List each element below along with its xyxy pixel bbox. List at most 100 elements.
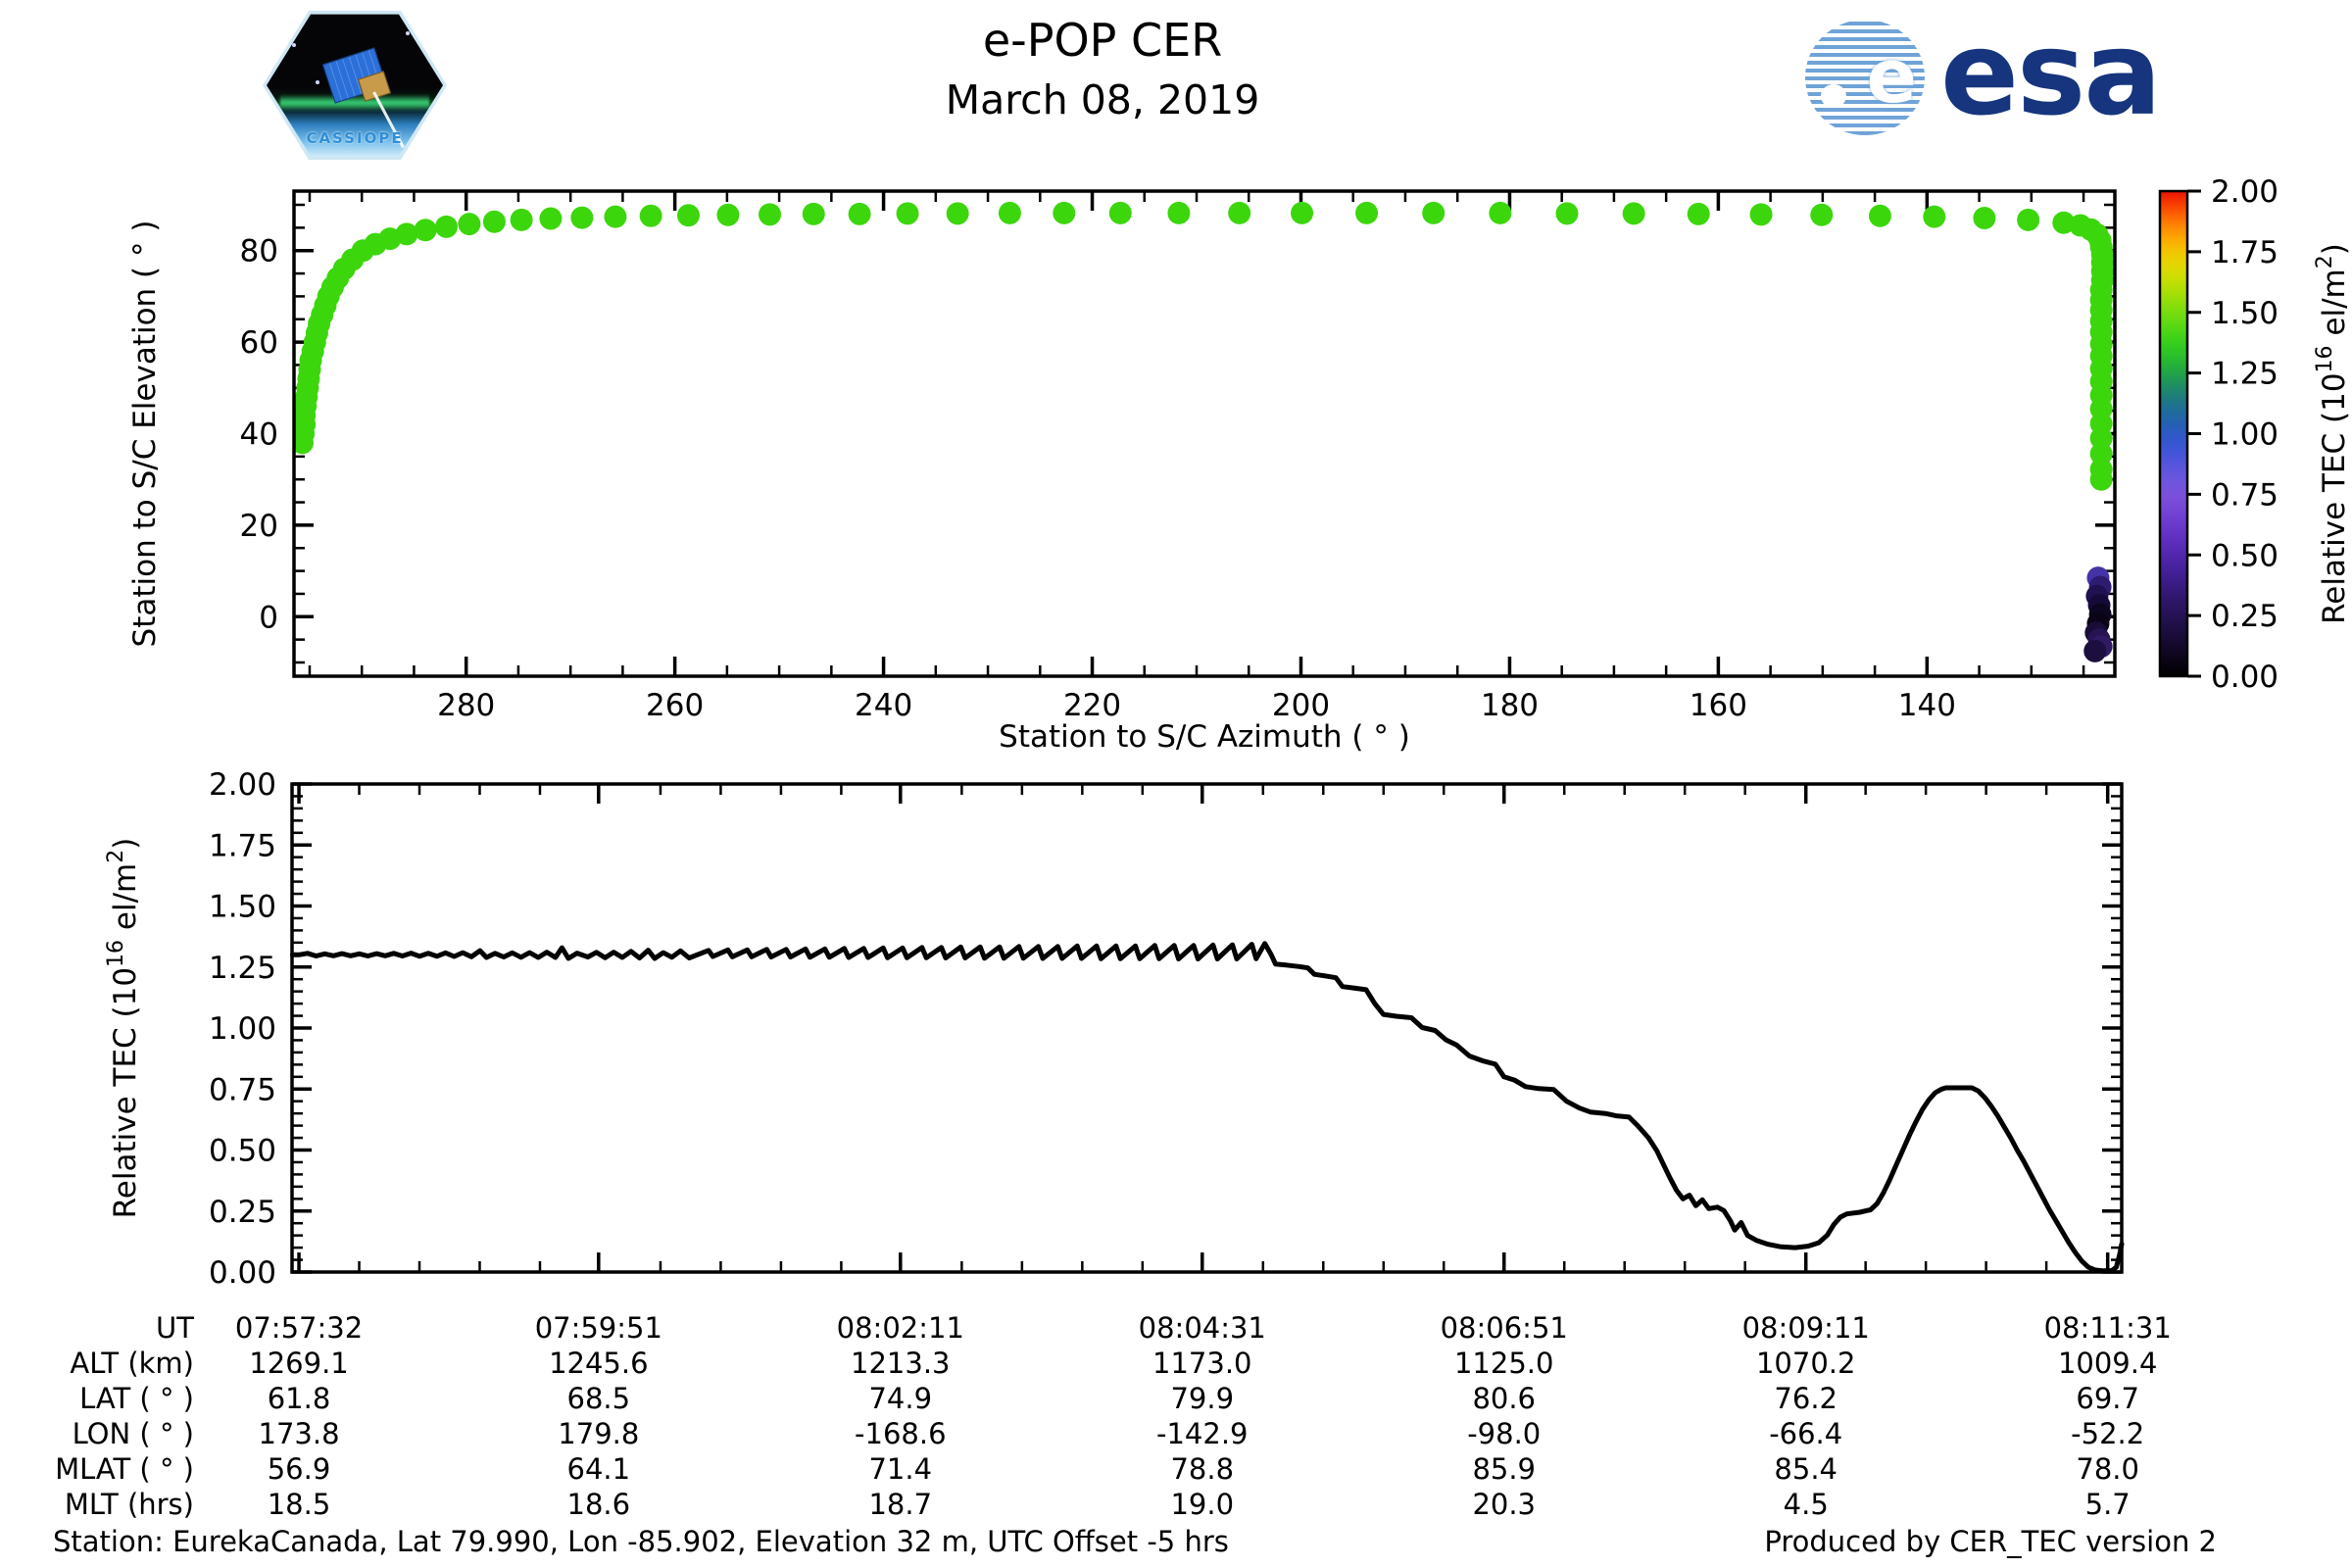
scatter-point: [1923, 205, 1946, 228]
relative-tec-timeseries-chart: 0.00 0.25 0.50 0.75 1.00 1.25 1.50 1.75 2.00 Rela…: [104, 767, 2125, 1291]
scatter-point: [2089, 426, 2113, 450]
table-cell: 179.8: [558, 1417, 640, 1450]
station-info: Station: EurekaCanada, Lat 79.990, Lon -…: [53, 1525, 1229, 1558]
table-cell: 08:11:31: [2043, 1311, 2172, 1345]
table-cell: 08:09:11: [1741, 1311, 1870, 1345]
table-row-label: UT: [156, 1311, 194, 1345]
scatter-point: [848, 202, 871, 225]
table-cell: 56.9: [267, 1452, 331, 1486]
y-tick-label: 60: [240, 325, 278, 361]
table-cell: -98.0: [1467, 1417, 1542, 1450]
table-cell: 20.3: [1472, 1488, 1537, 1521]
y-tick-label: 1.00: [209, 1011, 276, 1047]
colorbar-tick-label: 0.25: [2211, 599, 2278, 634]
scatter-point: [1422, 201, 1446, 224]
table-cell: 61.8: [267, 1382, 331, 1415]
x-tick-label: 180: [1481, 688, 1539, 723]
scatter-point: [395, 222, 418, 246]
y-axis-label: Station to S/C Elevation ( ° ): [127, 220, 163, 648]
x-tick-label: 280: [437, 688, 495, 723]
page-title: e-POP CER: [982, 14, 1223, 67]
scatter-point: [1053, 201, 1076, 224]
table-cell: 76.2: [1774, 1382, 1838, 1415]
scatter-point: [539, 207, 563, 230]
y-tick-label: 0.25: [209, 1195, 276, 1230]
scatter-point: [434, 215, 458, 238]
colorbar-tick-label: 1.00: [2211, 417, 2278, 453]
table-cell: 71.4: [868, 1452, 933, 1486]
table-cell: 18.5: [267, 1488, 331, 1521]
colorbar-tick-label: 1.50: [2211, 296, 2278, 331]
colorbar-tick-label: 1.25: [2211, 357, 2278, 392]
y-tick-label: 0.75: [209, 1072, 276, 1107]
figure-date: March 08, 2019: [945, 76, 1260, 123]
table-cell: 69.7: [2076, 1382, 2139, 1415]
y-tick-label: 0.00: [209, 1255, 276, 1291]
scatter-point: [802, 202, 825, 225]
colorbar-tick-label: 1.75: [2211, 235, 2278, 270]
y-tick-label: 0: [259, 600, 278, 635]
scatter-point: [1868, 204, 1891, 227]
x-tick-label: 220: [1063, 688, 1121, 723]
scatter-point: [482, 210, 506, 233]
scatter-point: [2052, 211, 2076, 234]
colorbar: [2158, 189, 2189, 678]
table-row-label: MLT (hrs): [64, 1488, 194, 1521]
table-cell: 18.6: [566, 1488, 631, 1521]
table-cell: 1245.6: [549, 1347, 649, 1380]
y-tick-label: 1.75: [209, 828, 276, 863]
esa-globe-letter: e: [1866, 32, 1917, 120]
scatter-point: [759, 203, 782, 226]
table-cell: 1269.1: [249, 1347, 349, 1380]
table-row-label: LON ( ° ): [72, 1417, 194, 1450]
esa-logo: e esa: [1805, 6, 2162, 141]
scatter-point-low-tec: [2083, 639, 2107, 662]
scatter-point: [946, 202, 969, 225]
table-cell: 19.0: [1170, 1488, 1235, 1521]
y-tick-label: 80: [240, 234, 278, 270]
star-icon: [292, 43, 296, 47]
table-cell: 173.8: [258, 1417, 340, 1450]
table-cell: 08:06:51: [1440, 1311, 1568, 1345]
colorbar-tick-label: 0.50: [2211, 538, 2278, 573]
table-cell: 1173.0: [1152, 1347, 1252, 1380]
y-tick-label: 1.50: [209, 890, 276, 925]
colorbar-tick-label: 0.75: [2211, 477, 2278, 513]
scatter-point: [1108, 201, 1132, 224]
scatter-point: [1291, 201, 1314, 224]
scatter-point: [639, 204, 662, 227]
table-cell: 1070.2: [1755, 1347, 1856, 1380]
table-row-label: LAT ( ° ): [79, 1382, 194, 1415]
y-tick-label: 1.25: [209, 951, 276, 986]
colorbar-axis-label: Relative TEC (1016 el/m2): [2313, 243, 2352, 624]
esa-globe-icon: e: [1805, 20, 1925, 135]
aurora-band: [280, 94, 429, 110]
esa-wordmark: esa: [1940, 6, 2162, 141]
x-tick-label: 260: [646, 688, 704, 723]
scatter-point: [604, 205, 627, 228]
y-axis-label: Relative TEC (1016 el/m2): [104, 838, 143, 1219]
table-cell: 07:59:51: [534, 1311, 662, 1345]
table-cell: 85.9: [1472, 1452, 1537, 1486]
table-cell: 64.1: [566, 1452, 631, 1486]
y-tick-label: 0.50: [209, 1134, 276, 1169]
table-cell: 1125.0: [1453, 1347, 1554, 1380]
plot-frame: [290, 782, 2124, 1274]
x-tick-label: 140: [1898, 688, 1956, 723]
scatter-point: [510, 208, 533, 231]
figure-title-block: e-POP CER March 08, 2019: [662, 0, 1544, 123]
scatter-point: [570, 206, 594, 229]
x-tick-label: 240: [855, 688, 912, 723]
y-tick-label: 40: [240, 417, 278, 453]
star-icon: [406, 31, 410, 35]
table-cell: 08:04:31: [1138, 1311, 1266, 1345]
table-cell: 85.4: [1774, 1452, 1838, 1486]
scatter-point: [1555, 202, 1579, 225]
scatter-point: [1489, 201, 1512, 224]
table-cell: -168.6: [855, 1417, 947, 1450]
table-cell: 78.0: [2076, 1452, 2139, 1486]
table-cell: 78.8: [1170, 1452, 1235, 1486]
scatter-point: [1973, 207, 1996, 230]
x-tick-label: 160: [1690, 688, 1747, 723]
